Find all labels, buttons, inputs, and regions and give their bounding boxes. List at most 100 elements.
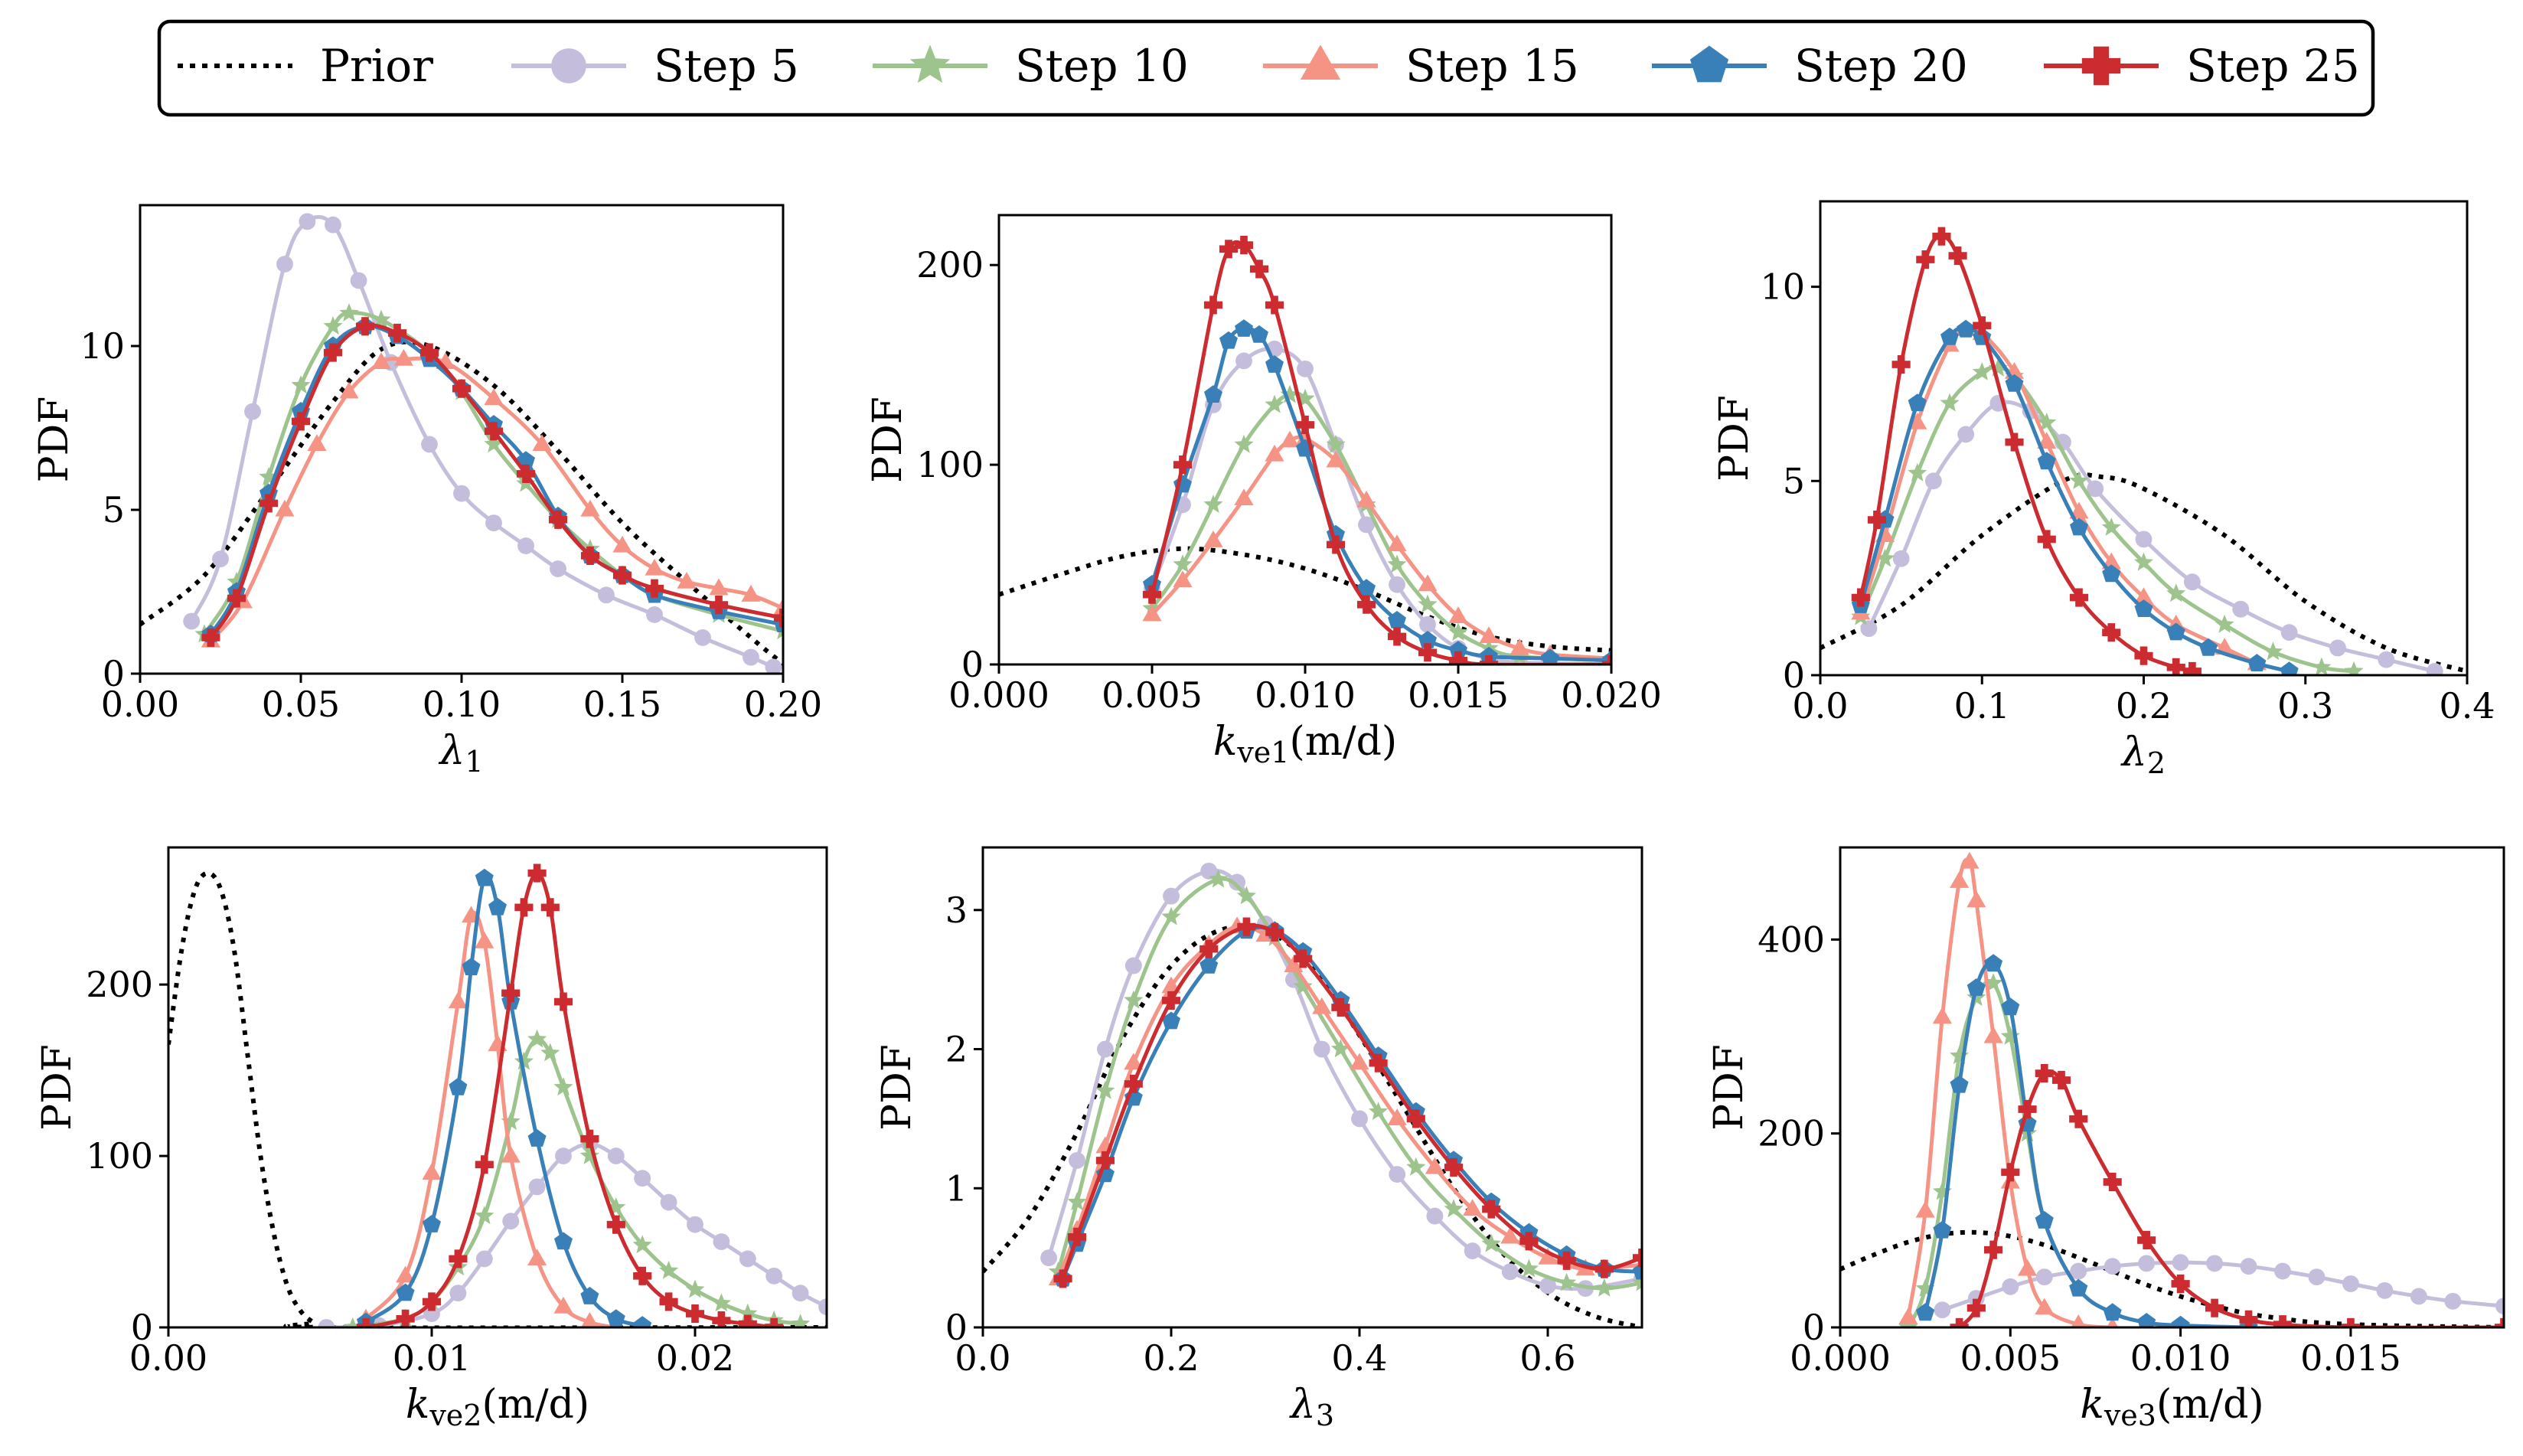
data-point-step-25	[712, 1311, 731, 1327]
data-point-step-20	[1950, 1075, 1969, 1093]
data-point-step-5	[1957, 426, 1975, 443]
data-point-step-10	[2312, 657, 2332, 675]
data-point-step-20	[1357, 579, 1376, 597]
x-tick-label: 0.6	[1519, 1337, 1575, 1379]
data-point-step-20	[1933, 1220, 1952, 1239]
data-point-step-25	[1249, 260, 1269, 279]
data-point-step-25	[2341, 1317, 2360, 1327]
data-point-step-25	[1984, 1240, 2003, 1259]
data-point-step-15	[580, 499, 600, 517]
x-axis-label-unit: (m/d)	[481, 1382, 589, 1428]
data-point-step-20	[2102, 564, 2121, 583]
series-line-step-10	[1150, 391, 1611, 663]
y-tick-label: 10	[80, 325, 125, 367]
y-tick-label: 10	[1760, 266, 1805, 308]
series-line-step-20	[1923, 961, 2250, 1327]
y-axis-label: PDF	[1712, 395, 1758, 482]
x-tick-label: 0.2	[2116, 685, 2172, 726]
data-point-step-25	[1387, 627, 1407, 646]
data-point-step-25	[201, 628, 220, 647]
data-point-step-10	[323, 316, 343, 335]
data-point-step-10	[632, 1235, 652, 1254]
data-point-step-10	[475, 1206, 494, 1225]
data-point-step-5	[1860, 620, 1878, 638]
data-point-step-25	[422, 1292, 442, 1311]
data-point-step-15	[1898, 1307, 1918, 1324]
series-line-prior	[1820, 472, 2467, 674]
data-point-step-5	[2087, 480, 2104, 498]
series-line-step-5	[1866, 400, 2437, 674]
series-line-prior	[168, 870, 827, 1327]
data-point-step-10	[791, 1314, 811, 1327]
data-point-step-5	[2035, 1268, 2053, 1286]
data-point-step-5	[634, 1170, 651, 1187]
x-axis-label: λ2	[2120, 730, 2166, 780]
data-point-step-20	[423, 1215, 441, 1232]
series-line-step-25	[1859, 234, 2195, 674]
data-point-step-25	[396, 1309, 415, 1327]
data-point-step-20	[2070, 517, 2088, 536]
data-point-step-15	[1350, 1053, 1369, 1070]
data-point-step-15	[1387, 1108, 1407, 1125]
data-point-step-25	[449, 1249, 468, 1268]
data-point-step-15	[393, 348, 413, 366]
data-point-step-5	[421, 436, 438, 453]
data-point-step-25	[2102, 623, 2121, 642]
x-tick-label: 0.3	[2277, 685, 2333, 726]
panel-3: 0.0 0.1 0.2 0.3 0.4 0 5 10 PDF λ2	[1712, 200, 2495, 780]
data-point-step-25	[1173, 455, 1193, 475]
panel-2: 0.000 0.005 0.010 0.015 0.020 0 100 200 PDF kve1(…	[865, 214, 1662, 769]
data-point-step-15	[1418, 574, 1438, 592]
data-point-step-5	[1426, 1207, 1444, 1225]
data-point-step-10	[1208, 869, 1229, 888]
x-tick-label: 0.020	[1561, 674, 1662, 716]
data-point-step-5	[318, 1319, 335, 1327]
data-point-step-25	[1265, 922, 1284, 942]
data-point-step-25	[227, 589, 246, 608]
data-point-step-10	[553, 1077, 573, 1096]
series-line-step-15	[1150, 435, 1611, 661]
x-axis-label-subscript: ve2	[429, 1399, 481, 1432]
x-tick-label: 0.10	[423, 684, 501, 725]
x-axis-label-symbol: k	[406, 1382, 430, 1428]
data-point-step-15	[1284, 955, 1304, 973]
data-point-step-10	[1594, 1278, 1614, 1297]
data-point-step-10	[1972, 362, 1992, 380]
data-point-step-5	[2378, 651, 2395, 668]
panel-3-series	[1820, 227, 2467, 675]
legend-entry-prior: Prior	[178, 40, 433, 92]
y-tick-label: 0	[103, 653, 125, 694]
data-point-step-5	[1096, 1040, 1114, 1058]
data-point-step-10	[2069, 471, 2089, 489]
data-point-step-25	[1632, 1249, 1642, 1268]
data-point-step-25	[1142, 585, 1162, 604]
data-point-step-15	[307, 434, 327, 452]
data-point-step-10	[2133, 552, 2154, 571]
data-point-step-10	[1161, 906, 1181, 926]
series-line-step-15	[364, 910, 619, 1327]
y-axis-label: PDF	[31, 397, 77, 483]
legend-label-step-15: Step 15	[1405, 40, 1579, 92]
y-tick-label: 200	[86, 964, 153, 1005]
data-point-step-20	[606, 1309, 625, 1327]
x-axis-label-subscript: 1	[465, 745, 483, 779]
data-point-step-20	[1265, 355, 1284, 373]
data-point-step-20	[2037, 452, 2056, 470]
data-point-step-25	[1867, 510, 1887, 530]
data-point-step-10	[501, 1112, 521, 1130]
data-point-step-10	[1295, 388, 1315, 407]
data-point-step-10	[1908, 462, 1927, 482]
data-point-step-5	[502, 1213, 520, 1230]
data-point-step-25	[1519, 1232, 1539, 1251]
data-point-step-5	[598, 586, 615, 604]
data-point-step-25	[259, 494, 279, 513]
data-point-step-25	[1851, 588, 1870, 607]
y-axis-label: PDF	[865, 397, 911, 483]
data-point-step-10	[2344, 661, 2364, 675]
data-point-step-25	[1448, 651, 1468, 664]
data-point-step-5	[423, 1305, 440, 1323]
data-point-step-25	[1369, 1053, 1388, 1072]
data-point-step-10	[1265, 394, 1284, 413]
data-point-step-15	[2133, 587, 2154, 605]
